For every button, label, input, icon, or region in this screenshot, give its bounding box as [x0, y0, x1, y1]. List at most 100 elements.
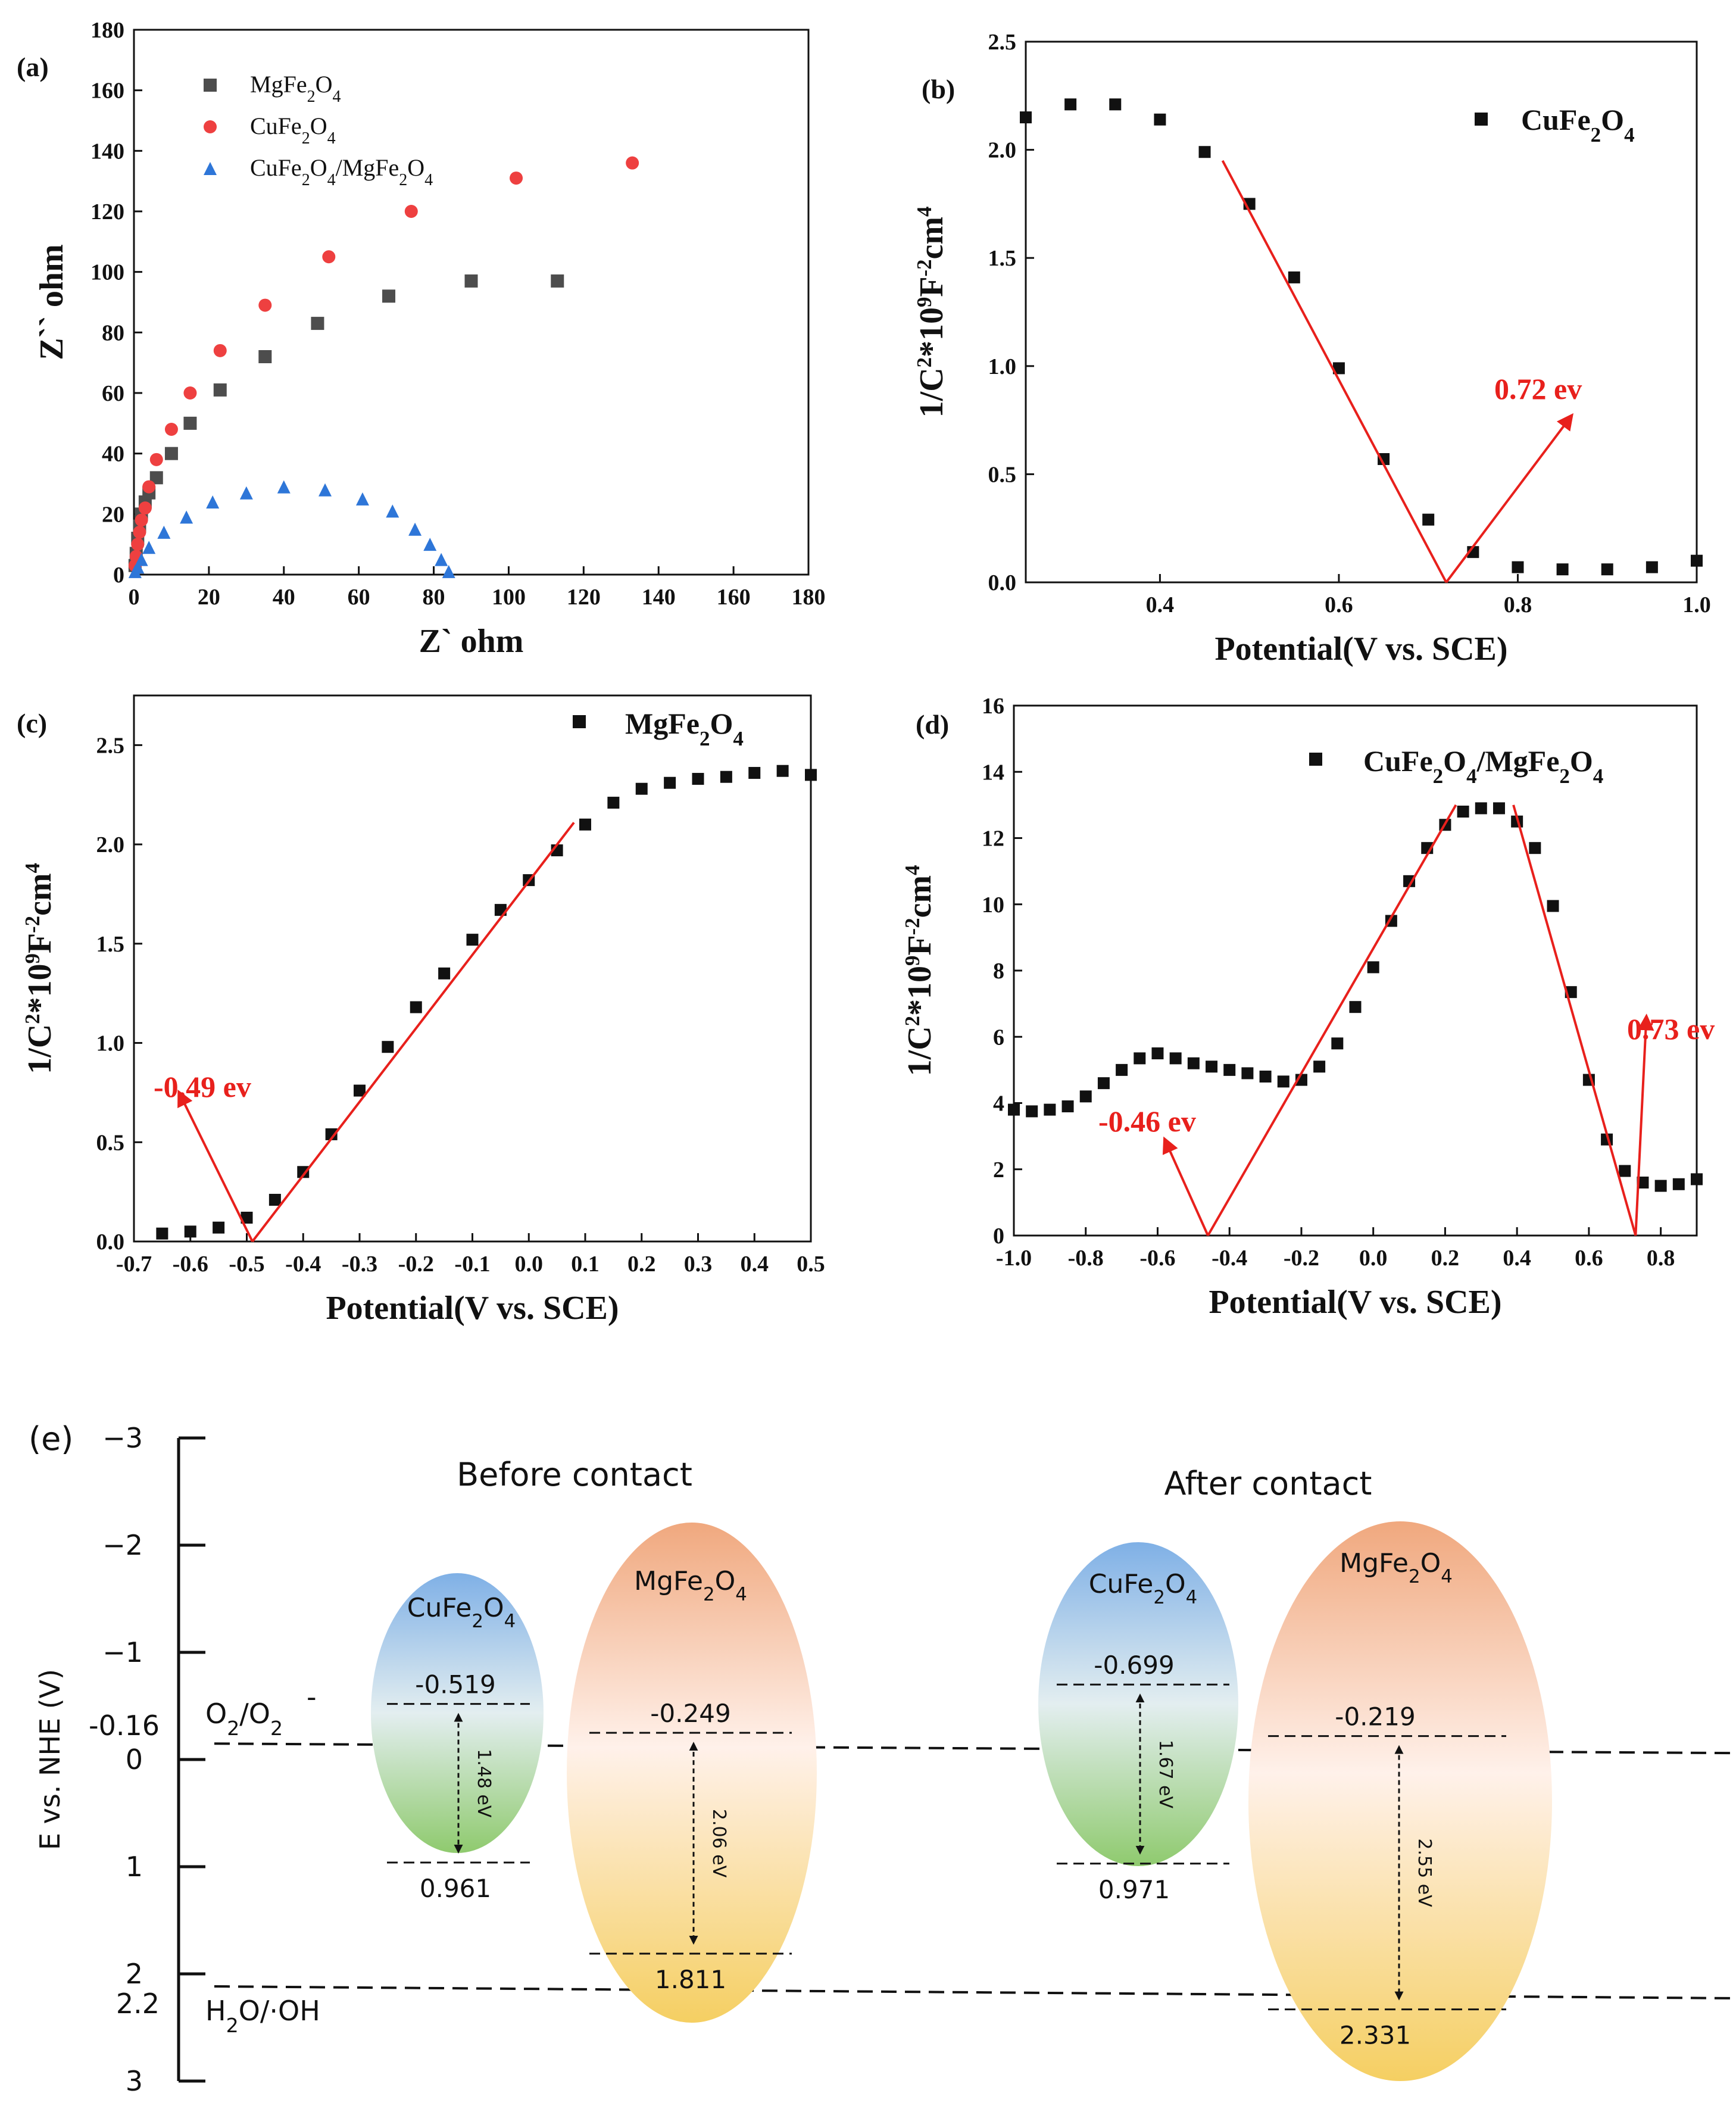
x-tick-label: 0.2	[1431, 1246, 1460, 1271]
band-ellipse	[567, 1523, 817, 2023]
fit-line	[1207, 804, 1457, 1236]
data-point	[386, 504, 399, 518]
data-point	[410, 1001, 422, 1013]
data-point	[692, 773, 704, 785]
x-axis-label: Potential(V vs. SCE)	[1214, 631, 1507, 667]
data-point	[135, 513, 148, 527]
band-ellipse	[1248, 1521, 1552, 2081]
x-tick-label: 60	[348, 585, 370, 610]
y-tick-label: 160	[90, 79, 124, 104]
data-point	[157, 525, 171, 539]
data-point	[1457, 806, 1469, 818]
y-tick-label: 12	[982, 826, 1004, 851]
data-point	[382, 1041, 394, 1053]
data-point	[325, 1128, 338, 1140]
y-tick-label: 1	[126, 1851, 143, 1883]
data-point	[1672, 1178, 1685, 1190]
data-point	[1008, 1103, 1020, 1116]
data-point	[1198, 146, 1211, 158]
data-point	[1206, 1060, 1218, 1073]
data-point	[131, 538, 145, 551]
data-point	[1044, 1103, 1056, 1116]
gap-label: 1.67 eV	[1155, 1740, 1176, 1809]
data-point	[1512, 561, 1524, 573]
data-point	[1109, 98, 1122, 111]
data-point	[311, 317, 324, 330]
x-tick-label: 80	[423, 585, 445, 610]
y-tick-label: 2.5	[96, 733, 125, 758]
data-point	[1556, 563, 1569, 576]
y-tick-label: 0.5	[988, 462, 1017, 487]
data-point	[1097, 1077, 1110, 1090]
band-diagram: (e) −3 −2 −1 0 1 2 3 E vs. NHE (V) -0.16 O2/O2- 2.2…	[29, 1420, 1736, 2097]
annotation-label: -0.46 ev	[1098, 1105, 1196, 1138]
data-point	[213, 383, 227, 397]
x-tick-label: -0.4	[285, 1252, 321, 1277]
panel-label: (d)	[916, 709, 949, 740]
y-tick-label: −1	[102, 1636, 143, 1668]
y-tick-label: 4	[993, 1091, 1004, 1116]
data-point	[1475, 802, 1487, 815]
x-tick-label: -0.4	[1212, 1246, 1247, 1271]
legend-marker	[573, 715, 586, 728]
data-point	[164, 423, 178, 436]
panel-label: (c)	[17, 708, 47, 738]
data-point	[423, 538, 437, 551]
data-point	[1223, 1063, 1236, 1076]
material-name: MgFe2O4	[1340, 1548, 1453, 1587]
legend-label: CuFe2O4/MgFe2O4	[250, 154, 433, 189]
gap-label: 2.06 eV	[708, 1809, 729, 1878]
fit-line	[1221, 160, 1448, 583]
data-point	[1529, 842, 1541, 854]
x-tick-label: -0.8	[1068, 1246, 1104, 1271]
data-point	[156, 1227, 168, 1240]
legend-marker	[204, 120, 217, 133]
y-tick-label: 80	[102, 320, 124, 345]
annotation-arrow	[1445, 413, 1573, 584]
y-axis-label: 1/C2*109F-2cm4	[21, 863, 59, 1074]
data-point	[1288, 271, 1300, 283]
x-tick-label: 0.0	[515, 1252, 544, 1277]
data-point	[1116, 1063, 1128, 1076]
data-point	[466, 934, 479, 946]
data-point	[607, 797, 620, 809]
data-point	[206, 495, 220, 509]
y-tick-label: 180	[90, 18, 124, 43]
x-tick-label: -0.7	[116, 1252, 152, 1277]
data-point	[138, 501, 152, 515]
data-point	[1601, 563, 1613, 576]
data-point	[1151, 1047, 1164, 1060]
data-point	[180, 510, 193, 524]
y-tick-label: 3	[126, 2065, 143, 2097]
data-point	[1154, 113, 1166, 126]
y-tick-label: 1.5	[988, 246, 1017, 271]
y-tick-label: 10	[982, 893, 1004, 918]
x-axis-label: Z` ohm	[419, 623, 524, 660]
legend-label: MgFe2O4	[625, 707, 744, 750]
x-tick-label: 100	[492, 585, 526, 610]
annotation-arrow	[1162, 1136, 1209, 1236]
y-tick-label: 60	[102, 381, 124, 406]
vb-value-label: 1.811	[655, 1965, 726, 1994]
data-point	[241, 1211, 253, 1224]
data-point	[1367, 961, 1379, 974]
data-point	[213, 344, 227, 357]
data-point	[213, 1221, 225, 1234]
data-point	[149, 471, 163, 485]
x-tick-label: 0.6	[1325, 592, 1353, 617]
data-point	[297, 1166, 310, 1178]
y-axis-label: E vs. NHE (V)	[34, 1669, 66, 1850]
data-point	[149, 453, 163, 466]
data-point	[1547, 900, 1559, 912]
legend-label: CuFe2O4	[1521, 103, 1635, 146]
chart-c: -0.7 -0.6 -0.5 -0.4 -0.3 -0.2 -0.1 0.0 0.1 0.2 0.3…	[17, 694, 825, 1327]
legend-marker	[204, 162, 217, 175]
data-point	[164, 447, 178, 460]
data-point	[1349, 1001, 1362, 1013]
y-tick-label: 2.0	[96, 832, 125, 857]
data-point	[1378, 453, 1390, 465]
data-point	[435, 553, 448, 566]
data-point	[776, 765, 789, 777]
data-point	[1169, 1052, 1182, 1065]
data-point	[322, 250, 336, 264]
